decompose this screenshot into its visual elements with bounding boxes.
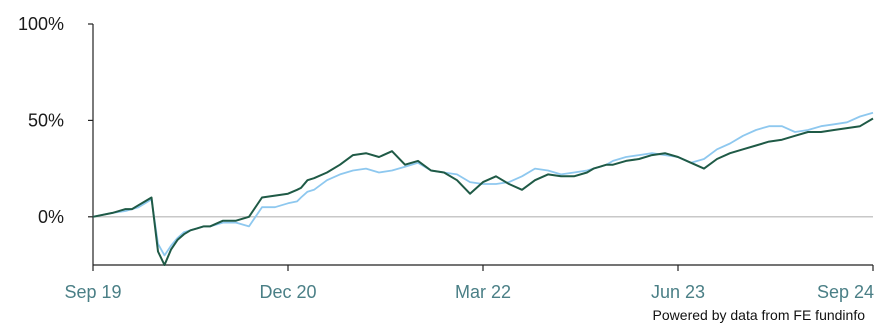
- x-tick-labels: Sep 19 Dec 20 Mar 22 Jun 23 Sep 24: [64, 265, 874, 302]
- x-tick-label: Sep 24: [817, 282, 874, 302]
- x-tick-label: Jun 23: [651, 282, 705, 302]
- data-credit: Powered by data from FE fundinfo: [652, 307, 865, 323]
- series-line-light: [92, 111, 874, 257]
- series-line-dark: [92, 117, 874, 266]
- y-tick-label: 0%: [38, 207, 64, 227]
- series-lines: [92, 111, 874, 266]
- y-tick-label: 50%: [28, 110, 64, 130]
- x-tick-label: Mar 22: [455, 282, 511, 302]
- y-tick-label: 100%: [18, 14, 64, 34]
- x-tick-label: Sep 19: [64, 282, 121, 302]
- y-tick-labels: 100% 50% 0%: [18, 14, 93, 227]
- x-tick-label: Dec 20: [259, 282, 316, 302]
